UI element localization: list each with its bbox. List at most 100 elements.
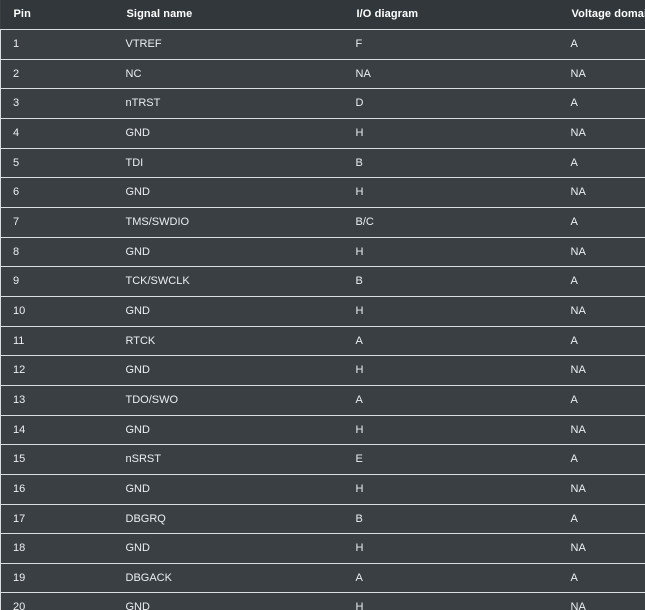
cell-signal-name: TCK/SWCLK xyxy=(125,275,190,288)
column-header-voltage-domain[interactable]: Voltage domain xyxy=(571,8,645,20)
cell-io-diagram: H xyxy=(355,245,364,258)
cell-voltage-domain: A xyxy=(570,512,578,525)
cell-io-diagram: A xyxy=(355,334,363,347)
table-row[interactable]: 9 TCK/SWCLK B A xyxy=(0,266,645,297)
cell-pin: 11 xyxy=(13,334,25,347)
cell-io-diagram: B/C xyxy=(355,215,374,228)
column-header-pin[interactable]: Pin xyxy=(13,8,31,20)
table-row[interactable]: 6 GND H NA xyxy=(0,177,645,208)
cell-voltage-domain: A xyxy=(570,97,578,110)
table-row[interactable]: 2 NC NA NA xyxy=(0,59,645,89)
cell-voltage-domain: NA xyxy=(570,364,586,377)
cell-voltage-domain: A xyxy=(570,453,578,466)
cell-pin: 8 xyxy=(13,245,20,258)
cell-voltage-domain: A xyxy=(570,571,578,584)
table-row[interactable]: 11 RTCK A A xyxy=(0,326,645,356)
cell-pin: 2 xyxy=(13,67,20,80)
cell-io-diagram: A xyxy=(355,571,363,584)
cell-io-diagram: H xyxy=(355,126,364,139)
cell-signal-name: RTCK xyxy=(125,334,156,347)
cell-signal-name: GND xyxy=(125,482,150,495)
table-row[interactable]: 14 GND H NA xyxy=(0,415,645,445)
table-row[interactable]: 4 GND H NA xyxy=(0,118,645,149)
cell-voltage-domain: A xyxy=(570,275,578,288)
table-row[interactable]: 7 TMS/SWDIO B/C A xyxy=(0,207,645,238)
cell-pin: 12 xyxy=(13,364,26,377)
cell-signal-name: GND xyxy=(125,364,150,377)
cell-pin: 19 xyxy=(13,571,26,584)
cell-voltage-domain: NA xyxy=(570,304,586,317)
cell-io-diagram: H xyxy=(355,186,364,199)
table-row[interactable]: 15 nSRST E A xyxy=(0,444,645,475)
cell-voltage-domain: NA xyxy=(570,186,586,199)
table-row[interactable]: 5 TDI B A xyxy=(0,148,645,178)
cell-voltage-domain: NA xyxy=(570,601,586,610)
table-row[interactable]: 17 DBGRQ B A xyxy=(0,504,645,534)
cell-io-diagram: A xyxy=(355,393,363,406)
table-row[interactable]: 16 GND H NA xyxy=(0,474,645,504)
table-row[interactable]: 8 GND H NA xyxy=(0,237,645,267)
cell-signal-name: GND xyxy=(125,601,150,610)
cell-io-diagram: B xyxy=(355,156,363,169)
cell-signal-name: VTREF xyxy=(125,38,162,50)
table-body: 1 VTREF F A 2 NC NA NA 3 nTRST D A 4 GND H NA 5 TDI B A 6 GND… xyxy=(0,29,645,610)
cell-signal-name: GND xyxy=(125,126,150,139)
cell-signal-name: GND xyxy=(125,304,150,317)
cell-io-diagram: E xyxy=(355,453,363,466)
cell-pin: 3 xyxy=(13,97,20,110)
cell-signal-name: DBGACK xyxy=(125,571,172,584)
cell-signal-name: TMS/SWDIO xyxy=(125,215,190,228)
cell-pin: 20 xyxy=(13,601,26,610)
table-row[interactable]: 20 GND H NA xyxy=(0,592,645,610)
cell-io-diagram: D xyxy=(355,97,364,110)
cell-voltage-domain: NA xyxy=(570,423,586,436)
cell-signal-name: GND xyxy=(125,186,150,199)
column-header-io-diagram[interactable]: I/O diagram xyxy=(356,8,419,20)
cell-signal-name: nTRST xyxy=(125,97,161,110)
cell-voltage-domain: NA xyxy=(570,542,586,555)
cell-signal-name: DBGRQ xyxy=(125,512,166,525)
cell-pin: 6 xyxy=(13,186,20,199)
cell-signal-name: GND xyxy=(125,423,150,436)
cell-pin: 15 xyxy=(13,453,26,466)
table-head: Pin Signal name I/O diagram Voltage doma… xyxy=(0,0,645,30)
cell-pin: 5 xyxy=(13,156,20,169)
cell-voltage-domain: A xyxy=(570,393,578,406)
cell-pin: 9 xyxy=(13,275,20,288)
table-header-row: Pin Signal name I/O diagram Voltage doma… xyxy=(0,0,645,30)
column-header-signal-name[interactable]: Signal name xyxy=(126,8,193,20)
cell-pin: 10 xyxy=(13,304,26,317)
cell-pin: 7 xyxy=(13,215,20,228)
cell-io-diagram: NA xyxy=(355,67,371,80)
cell-signal-name: GND xyxy=(125,245,150,258)
cell-voltage-domain: A xyxy=(570,156,578,169)
cell-io-diagram: F xyxy=(355,38,363,50)
cell-voltage-domain: A xyxy=(570,334,578,347)
cell-signal-name: nSRST xyxy=(125,453,161,466)
cell-voltage-domain: A xyxy=(570,215,578,228)
cell-io-diagram: H xyxy=(355,601,364,610)
table-row[interactable]: 12 GND H NA xyxy=(0,355,645,386)
cell-pin: 16 xyxy=(13,482,26,495)
cell-pin: 4 xyxy=(13,126,20,139)
cell-voltage-domain: NA xyxy=(570,67,586,80)
cell-pin: 1 xyxy=(13,38,20,50)
table-row[interactable]: 1 VTREF F A xyxy=(0,29,645,60)
table-row[interactable]: 13 TDO/SWO A A xyxy=(0,385,645,416)
cell-voltage-domain: NA xyxy=(570,245,586,258)
table-row[interactable]: 10 GND H NA xyxy=(0,296,645,327)
cell-io-diagram: H xyxy=(355,364,364,377)
cell-pin: 18 xyxy=(13,542,26,555)
cell-signal-name: NC xyxy=(125,67,142,80)
table-row[interactable]: 18 GND H NA xyxy=(0,533,645,564)
cell-pin: 17 xyxy=(13,512,26,525)
cell-signal-name: TDI xyxy=(125,156,144,169)
cell-io-diagram: H xyxy=(355,482,364,495)
cell-voltage-domain: A xyxy=(570,38,578,50)
cell-io-diagram: B xyxy=(355,275,363,288)
table-row[interactable]: 3 nTRST D A xyxy=(0,88,645,119)
cell-voltage-domain: NA xyxy=(570,126,586,139)
table-row[interactable]: 19 DBGACK A A xyxy=(0,563,645,593)
